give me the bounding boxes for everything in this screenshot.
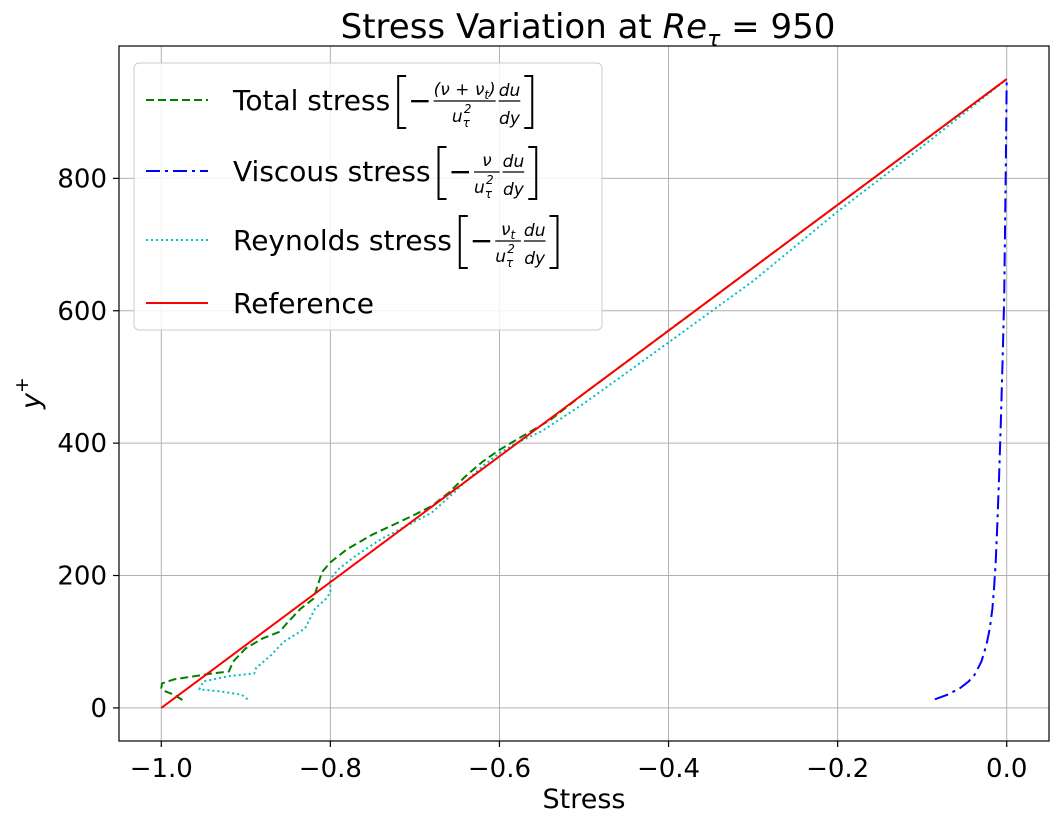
x-tick-label: 0.0 [986, 754, 1027, 784]
y-tick-label: 600 [57, 297, 107, 327]
legend-bracket-right [549, 215, 559, 269]
legend-frac-num: νt [501, 220, 517, 242]
legend-frac-den: uτ2 [452, 102, 472, 130]
reference-line [160, 78, 1008, 709]
ticks: −1.0 −0.8 −0.6 −0.4 −0.2 0.0 0 200 400 600 800 [57, 164, 1027, 784]
legend-minus: − [470, 224, 493, 257]
legend-frac-num-main: ν [482, 151, 492, 171]
legend-frac-den-main: u [495, 247, 506, 267]
legend-bracket-left [397, 75, 407, 129]
legend-deriv-den: dy [499, 109, 521, 129]
legend-label: Reynolds stress [233, 224, 452, 257]
legend-bracket-right [524, 75, 534, 129]
legend-bracket-left [437, 146, 447, 200]
legend-frac-den-sup: 2 [464, 102, 472, 116]
legend-frac-num-main: ν [501, 220, 511, 240]
legend-frac-den: uτ2 [495, 242, 515, 270]
legend-label: Reference [233, 287, 374, 320]
legend-frac-num-sub: t [484, 88, 490, 102]
plot-frame [118, 45, 1050, 742]
legend-entry-reference: Reference [146, 287, 374, 320]
y-axis-label-base: y [16, 392, 47, 410]
title-math-rest: = 950 [720, 7, 835, 47]
legend-frac-den-sub: τ [506, 256, 514, 270]
x-tick-label: −0.4 [637, 754, 700, 784]
title-math-base: Re [663, 7, 708, 47]
x-axis-label: Stress [543, 784, 626, 815]
legend-bracket-right [528, 146, 538, 200]
legend-minus: − [449, 155, 472, 188]
legend-deriv-num: du [503, 152, 525, 172]
x-tick-label: −1.0 [130, 754, 193, 784]
legend-frac-num: (ν + νt) [434, 80, 496, 102]
legend-minus: − [408, 84, 431, 117]
legend-frac-den-main: u [474, 178, 485, 198]
y-axis-label: y+ [11, 377, 47, 410]
total-stress-line [160, 78, 1008, 701]
legend-frac-den: uτ2 [474, 173, 494, 201]
legend-bracket-left [458, 215, 468, 269]
legend-frac-num-sub: t [510, 228, 516, 242]
legend-frac-den-sup: 2 [507, 242, 515, 256]
y-axis-label-sup: + [11, 377, 33, 393]
chart-title: Stress Variation at Reτ = 950 [341, 7, 836, 52]
legend-deriv-den: dy [524, 249, 546, 269]
series-group [160, 78, 1008, 709]
y-tick-label: 800 [57, 164, 107, 194]
viscous-stress-line [934, 79, 1008, 701]
y-tick-label: 0 [90, 694, 107, 724]
x-tick-label: −0.2 [806, 754, 869, 784]
legend-label: Total stress [232, 84, 390, 117]
legend-frac-num-main: (ν + ν [434, 80, 485, 100]
title-prefix: Stress Variation at [341, 7, 663, 47]
legend-box [133, 62, 603, 331]
legend-frac-num: ν [482, 151, 492, 171]
x-tick-label: −0.8 [299, 754, 362, 784]
legend-frac-num-close: ) [487, 80, 496, 100]
legend-frac-den-sub: τ [485, 187, 493, 201]
legend-deriv-num: du [499, 81, 521, 101]
x-tick-label: −0.6 [468, 754, 531, 784]
y-tick-label: 200 [57, 562, 107, 592]
legend-label: Viscous stress [233, 155, 431, 188]
legend-frac-den-main: u [452, 107, 463, 127]
title-math-sub: τ [707, 27, 721, 52]
legend-frac-den-sup: 2 [486, 173, 494, 187]
y-tick-label: 400 [57, 429, 107, 459]
legend-frac-den-sub: τ [463, 116, 471, 130]
legend-deriv-den: dy [503, 180, 525, 200]
reynolds-stress-line [198, 78, 1008, 701]
legend-deriv-num: du [524, 221, 546, 241]
